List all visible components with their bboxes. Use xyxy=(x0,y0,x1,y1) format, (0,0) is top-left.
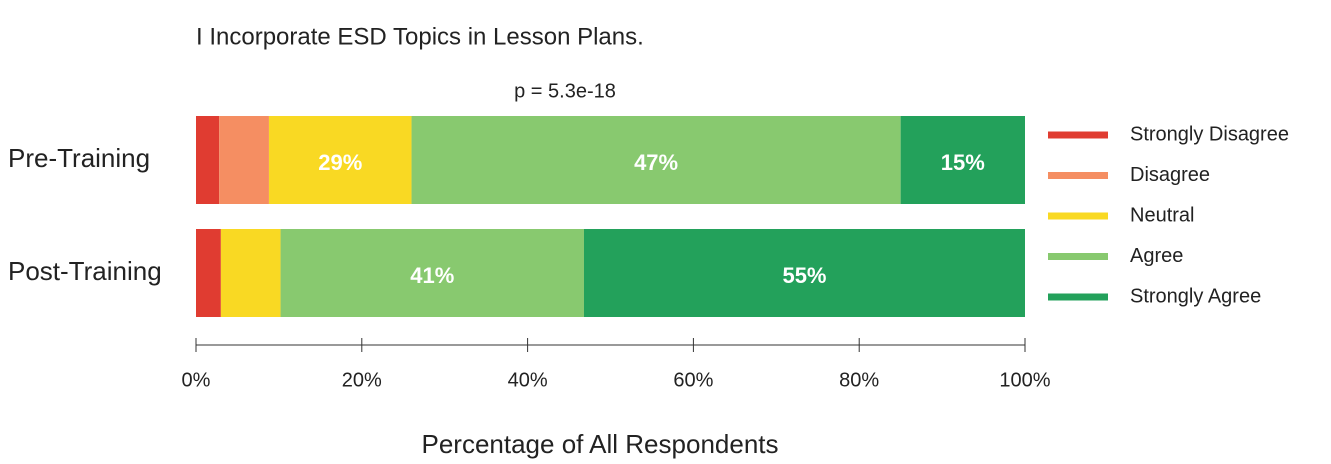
x-tick-label: 0% xyxy=(182,369,211,391)
legend-label: Strongly Disagree xyxy=(1130,123,1289,145)
x-tick-label: 20% xyxy=(342,369,382,391)
x-axis-label: Percentage of All Respondents xyxy=(421,429,778,459)
bar-segment xyxy=(900,116,1025,204)
x-tick-label: 80% xyxy=(839,369,879,391)
chart-title: I Incorporate ESD Topics in Lesson Plans… xyxy=(196,23,644,50)
segment-label: 47% xyxy=(634,150,678,175)
bar-segment xyxy=(219,116,269,204)
category-label: Pre-Training xyxy=(8,143,150,173)
p-value: p = 5.3e-18 xyxy=(514,80,616,102)
x-tick-label: 60% xyxy=(673,369,713,391)
legend-label: Neutral xyxy=(1130,204,1194,226)
bar-segment xyxy=(196,116,220,204)
x-tick-label: 40% xyxy=(508,369,548,391)
segment-label: 29% xyxy=(318,150,362,175)
legend-label: Strongly Agree xyxy=(1130,285,1261,307)
bar-segment xyxy=(220,229,281,317)
bar-segment xyxy=(583,229,1025,317)
x-tick-label: 100% xyxy=(999,369,1050,391)
bar-segment xyxy=(280,229,584,317)
category-label: Post-Training xyxy=(8,256,162,286)
bar-segment xyxy=(196,229,221,317)
bar-segment xyxy=(411,116,901,204)
segment-label: 41% xyxy=(410,263,454,288)
legend-label: Agree xyxy=(1130,245,1183,267)
legend-label: Disagree xyxy=(1130,164,1210,186)
segment-label: 15% xyxy=(941,150,985,175)
bar-segment xyxy=(268,116,412,204)
segment-label: 55% xyxy=(782,263,826,288)
